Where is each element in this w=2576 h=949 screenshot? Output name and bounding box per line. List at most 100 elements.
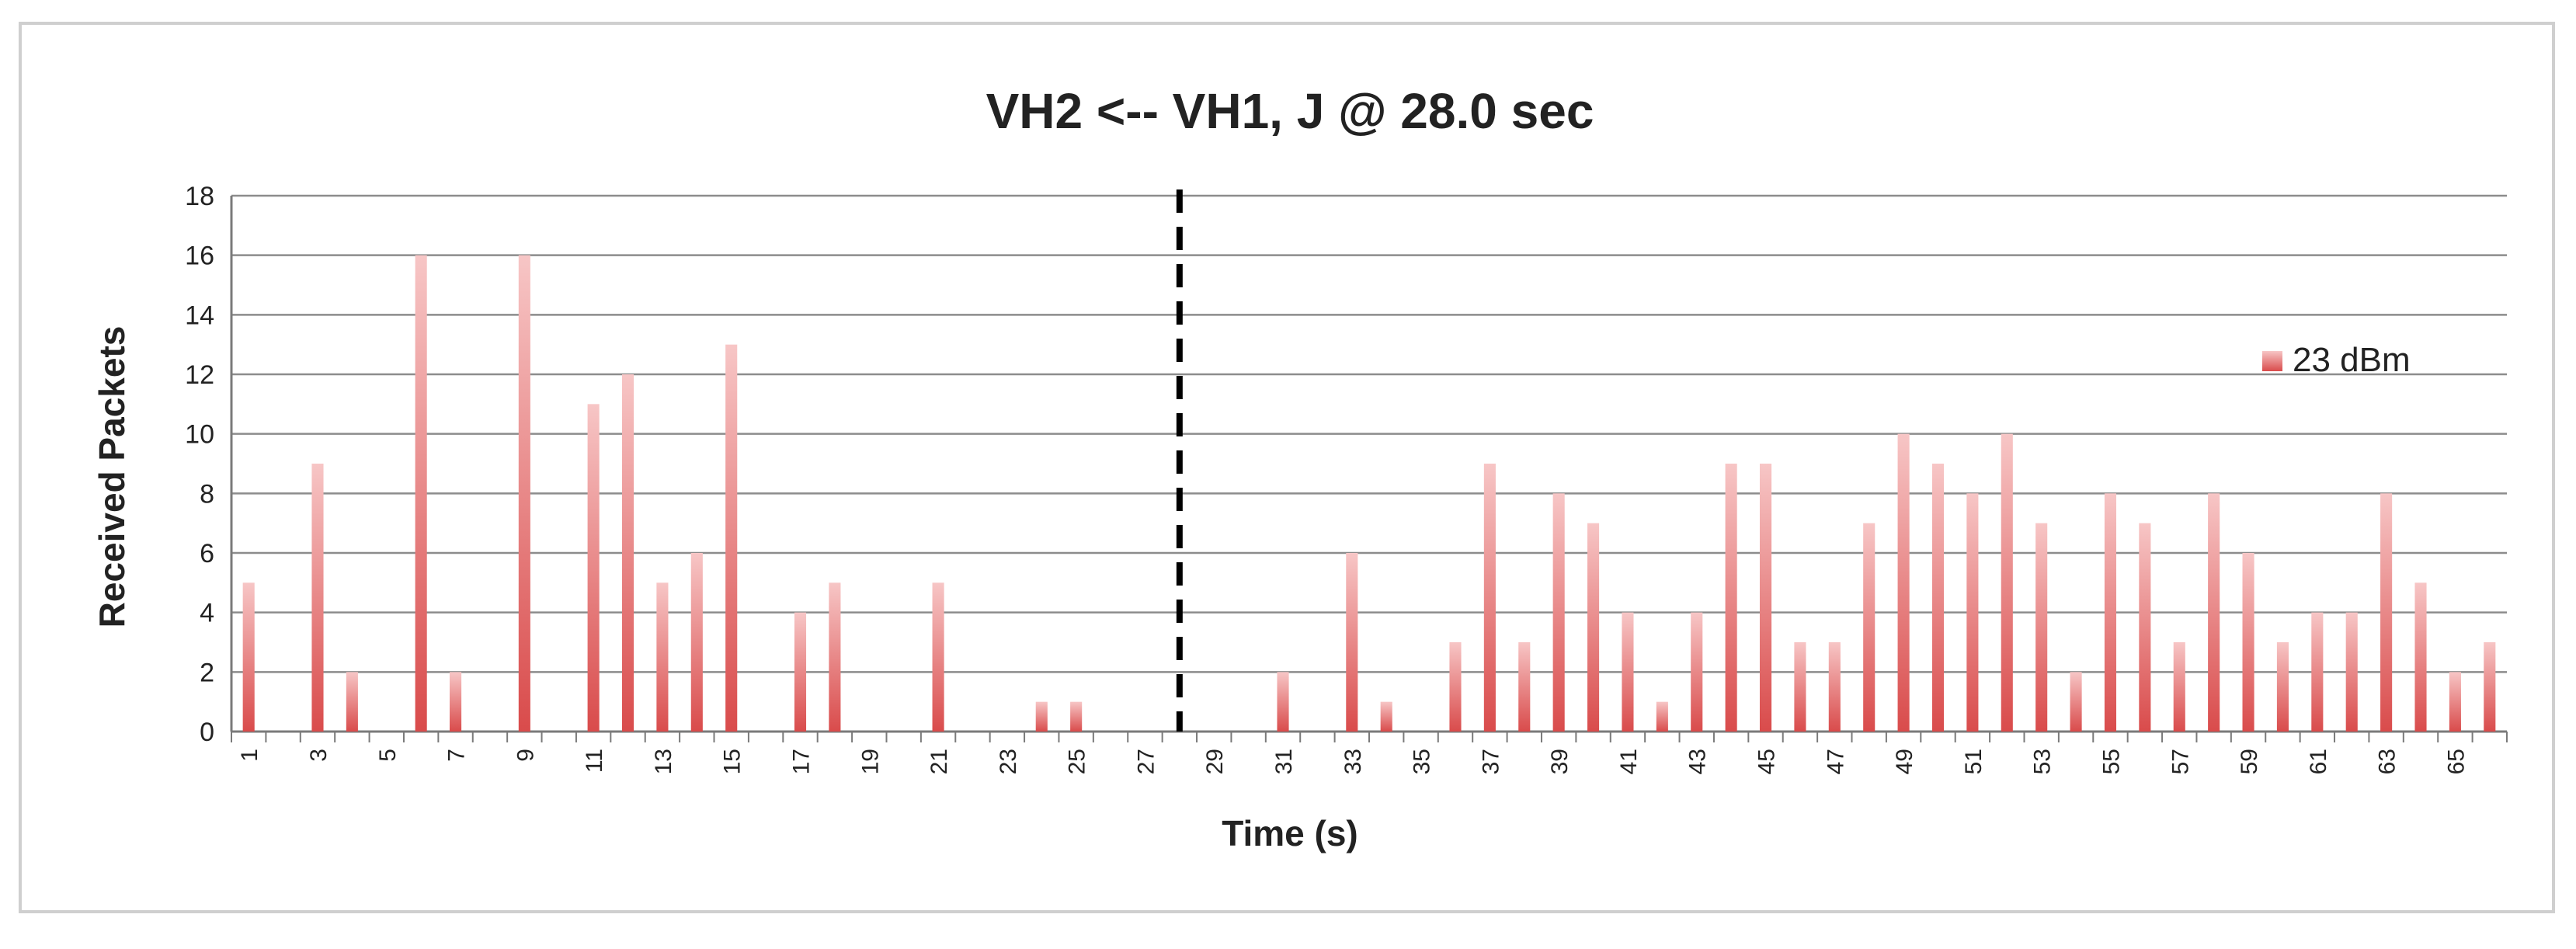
x-tick-label: 11 (582, 749, 607, 773)
bar (1828, 642, 1841, 732)
chart-svg: VH2 <-- VH1, J @ 28.0 sec 02468101214161… (92, 83, 2508, 853)
y-tick-label: 2 (200, 658, 214, 687)
bar (311, 464, 324, 732)
x-tick-label: 57 (2168, 749, 2193, 774)
x-tick-label: 23 (996, 749, 1021, 774)
bar (656, 582, 669, 732)
y-axis-label: Received Packets (92, 326, 132, 628)
bar (1725, 464, 1737, 732)
x-tick-label: 39 (1547, 749, 1573, 774)
bar (1483, 464, 1496, 732)
x-tick-label: 65 (2443, 749, 2469, 774)
x-tick-label: 63 (2375, 749, 2400, 774)
bar (1035, 701, 1048, 732)
bar (518, 255, 530, 732)
y-tick-label: 10 (185, 420, 214, 450)
bar (1518, 642, 1531, 732)
x-tick-label: 27 (1133, 749, 1159, 774)
x-tick-label: 41 (1616, 749, 1642, 774)
y-tick-label: 12 (185, 360, 214, 390)
legend-swatch (2262, 351, 2282, 371)
bar (1380, 701, 1392, 732)
bar (621, 374, 634, 732)
x-tick-label: 45 (1754, 749, 1780, 774)
bar (1966, 493, 1979, 732)
bar (829, 582, 841, 732)
x-tick-label: 15 (720, 749, 746, 774)
x-tick-label: 59 (2237, 749, 2262, 774)
bar (2276, 642, 2289, 732)
bar (2001, 433, 2013, 732)
x-tick-label: 13 (651, 749, 676, 774)
bar (932, 582, 944, 732)
grid-layer (231, 194, 2507, 733)
bar (1794, 642, 1806, 732)
y-tick-label: 0 (200, 718, 214, 747)
bar (242, 582, 255, 732)
x-tick-label: 49 (1892, 749, 1917, 774)
bar (1656, 701, 1668, 732)
legend: 23 dBm (2262, 341, 2411, 379)
bar (1863, 523, 1876, 732)
x-tick-label: 21 (926, 749, 952, 774)
x-tick-label: 37 (1478, 749, 1504, 774)
bar (794, 612, 807, 732)
bars-layer (242, 255, 2496, 732)
y-tick-label: 8 (200, 479, 214, 509)
x-axis-label: Time (s) (1222, 813, 1358, 853)
bar (2380, 493, 2393, 732)
y-tick-label: 18 (185, 182, 214, 211)
bar (587, 404, 600, 732)
x-tick-label: 51 (1961, 749, 1987, 774)
bar (346, 672, 358, 732)
x-tick-label: 53 (2030, 749, 2056, 774)
bar (2414, 582, 2427, 732)
bar (1759, 464, 1772, 732)
x-tick-label: 17 (789, 749, 815, 774)
bar (415, 255, 427, 732)
bar (2070, 672, 2082, 732)
chart-title: VH2 <-- VH1, J @ 28.0 sec (986, 83, 1594, 139)
x-tick-label: 33 (1340, 749, 1366, 774)
bar (2104, 493, 2117, 732)
y-tick-label: 6 (200, 539, 214, 568)
bar (2242, 553, 2254, 732)
bar (2449, 672, 2461, 732)
bar (725, 344, 738, 732)
x-tick-label: 5 (375, 749, 401, 762)
bar (2139, 523, 2151, 732)
bar (2173, 642, 2185, 732)
bar (2208, 493, 2220, 732)
x-tick-label: 55 (2098, 749, 2124, 774)
y-tick-label: 14 (185, 301, 214, 330)
bar (1277, 672, 1289, 732)
x-tick-label: 1 (237, 749, 262, 762)
x-tick-label: 29 (1202, 749, 1228, 774)
bar (1931, 464, 1945, 732)
bar (1552, 493, 1565, 732)
bar (2345, 612, 2358, 732)
bar (450, 672, 462, 732)
bar (1346, 553, 1358, 732)
bar (2311, 612, 2324, 732)
y-tick-label: 16 (185, 242, 214, 271)
bar (1622, 612, 1634, 732)
bar (1691, 612, 1703, 732)
legend-label: 23 dBm (2293, 341, 2411, 379)
bar (1070, 701, 1083, 732)
bar (2484, 642, 2496, 732)
x-tick-label: 61 (2306, 749, 2331, 774)
x-tick-label: 7 (444, 749, 470, 762)
x-tick-label: 35 (1410, 749, 1435, 774)
x-tick-label: 31 (1271, 749, 1297, 774)
bar (1897, 433, 1910, 732)
x-tick-label: 19 (857, 749, 883, 774)
bar (2035, 523, 2048, 732)
x-tick-label: 47 (1823, 749, 1848, 774)
bar (690, 553, 703, 732)
bar (1587, 523, 1600, 732)
x-tick-label: 25 (1065, 749, 1090, 774)
x-tick-label: 9 (513, 749, 538, 762)
bar (1449, 642, 1462, 732)
